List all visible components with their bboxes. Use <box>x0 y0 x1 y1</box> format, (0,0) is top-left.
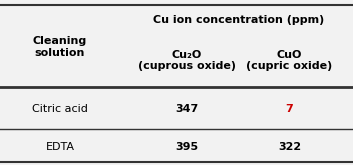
Text: Cu₂O
(cuprous oxide): Cu₂O (cuprous oxide) <box>138 50 236 71</box>
Text: 7: 7 <box>286 104 293 114</box>
Text: Cleaning
solution: Cleaning solution <box>33 36 87 58</box>
Text: 347: 347 <box>175 104 199 114</box>
Text: Citric acid: Citric acid <box>32 104 88 114</box>
Text: EDTA: EDTA <box>46 142 74 152</box>
Text: Cu ion concentration (ppm): Cu ion concentration (ppm) <box>152 15 324 25</box>
Text: CuO
(cupric oxide): CuO (cupric oxide) <box>246 50 333 71</box>
Text: 395: 395 <box>175 142 199 152</box>
Text: 322: 322 <box>278 142 301 152</box>
